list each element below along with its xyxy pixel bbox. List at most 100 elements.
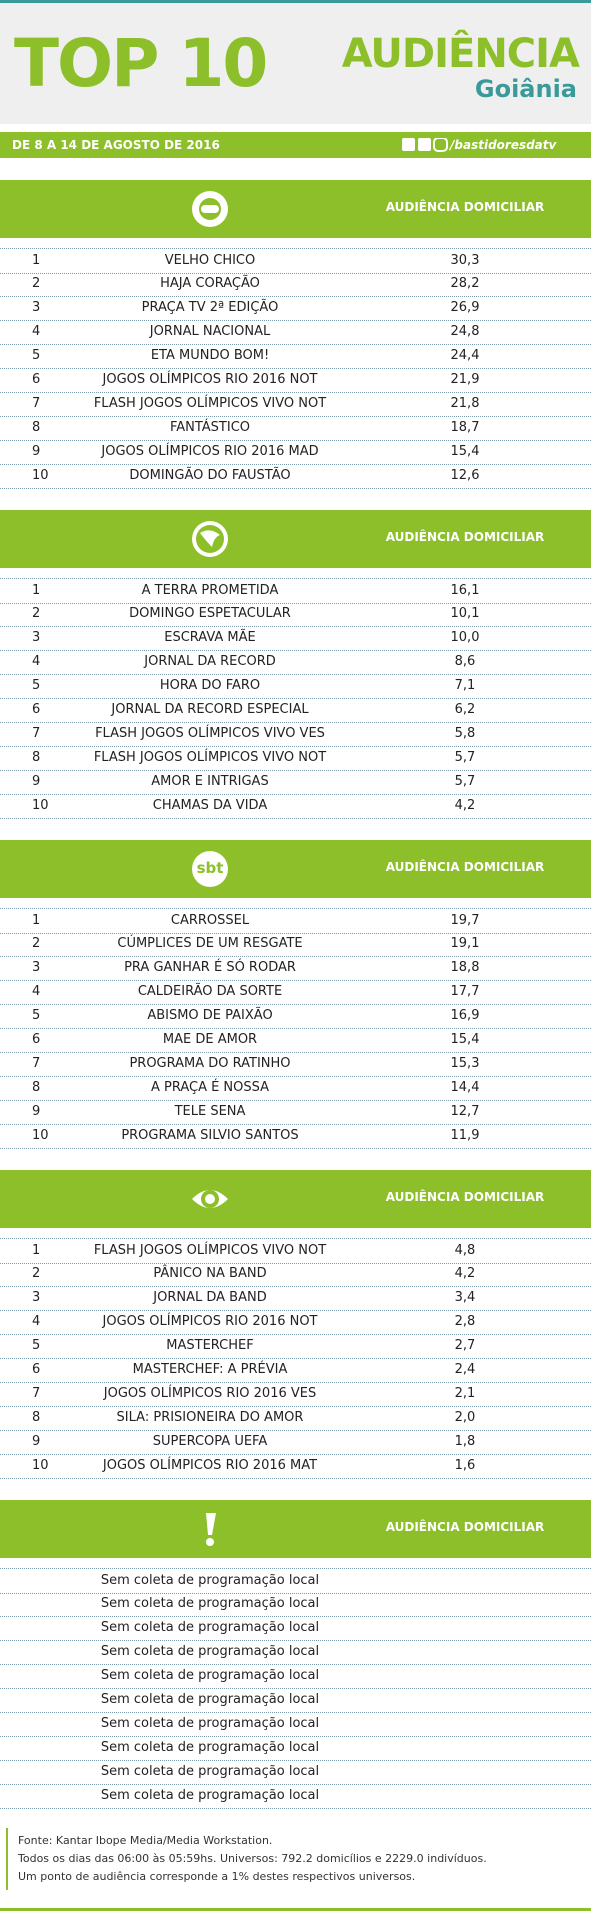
- table-row: 1 VELHO CHICO 30,3: [0, 248, 591, 274]
- rank: 3: [32, 630, 41, 645]
- program: ETA MUNDO BOM!: [150, 348, 270, 363]
- rating: 10,0: [450, 630, 480, 645]
- program: DOMINGO ESPETACULAR: [129, 606, 291, 621]
- program: JOGOS OLÍMPICOS RIO 2016 MAT: [102, 1458, 318, 1473]
- table-row: 4 JORNAL DA RECORD 8,6: [0, 650, 591, 675]
- table-row: Sem coleta de programação local: [0, 1640, 591, 1665]
- program: Sem coleta de programação local: [100, 1764, 320, 1779]
- table-row: 5 MASTERCHEF 2,7: [0, 1334, 591, 1359]
- program: CALDEIRÃO DA SORTE: [137, 984, 283, 999]
- program: MASTERCHEF: [166, 1338, 254, 1353]
- program: SILA: PRISIONEIRA DO AMOR: [116, 1410, 304, 1425]
- rank: 1: [32, 1243, 41, 1258]
- rank: 5: [32, 1008, 41, 1023]
- table-row: 4 CALDEIRÃO DA SORTE 17,7: [0, 980, 591, 1005]
- rating: 30,3: [450, 253, 480, 268]
- rating: 5,7: [454, 750, 476, 765]
- rank: 3: [32, 960, 41, 975]
- rating: 21,8: [450, 396, 480, 411]
- program: PROGRAMA SILVIO SANTOS: [121, 1128, 299, 1143]
- rank: 1: [32, 253, 41, 268]
- rank: 4: [32, 654, 41, 669]
- program: JOGOS OLÍMPICOS RIO 2016 MAD: [101, 444, 319, 459]
- rating: 4,8: [454, 1243, 476, 1258]
- channel-logo: [192, 1190, 228, 1208]
- channel-logo: [192, 191, 228, 227]
- rank: 8: [32, 750, 41, 765]
- program: Sem coleta de programação local: [100, 1668, 320, 1683]
- rank: 3: [32, 300, 41, 315]
- table-row: 9 JOGOS OLÍMPICOS RIO 2016 MAD 15,4: [0, 440, 591, 465]
- table-row: 1 CARROSSEL 19,7: [0, 908, 591, 934]
- footer-line: Fonte: Kantar Ibope Media/Media Workstat…: [18, 1834, 273, 1847]
- header: TOP 10 AUDIÊNCIA Goiânia: [0, 0, 591, 124]
- program: SUPERCOPA UEFA: [152, 1434, 268, 1449]
- rating: 5,8: [454, 726, 476, 741]
- rank: 4: [32, 1314, 41, 1329]
- rating: 11,9: [450, 1128, 480, 1143]
- rating: 18,7: [450, 420, 480, 435]
- rank: 1: [32, 913, 41, 928]
- table-row: 2 CÚMPLICES DE UM RESGATE 19,1: [0, 932, 591, 957]
- channel-logo: [192, 851, 228, 887]
- rating: 5,7: [454, 774, 476, 789]
- rank: 6: [32, 702, 41, 717]
- rank: 2: [32, 276, 41, 291]
- table-row: 3 ESCRAVA MÃE 10,0: [0, 626, 591, 651]
- table-row: 5 HORA DO FARO 7,1: [0, 674, 591, 699]
- program: Sem coleta de programação local: [100, 1620, 320, 1635]
- table-row: Sem coleta de programação local: [0, 1736, 591, 1761]
- table-row: 1 A TERRA PROMETIDA 16,1: [0, 578, 591, 604]
- program: AMOR E INTRIGAS: [151, 774, 269, 789]
- program: Sem coleta de programação local: [100, 1716, 320, 1731]
- rating: 15,4: [450, 444, 480, 459]
- program: A TERRA PROMETIDA: [141, 583, 279, 598]
- program: CÚMPLICES DE UM RESGATE: [117, 936, 303, 951]
- program: JORNAL DA BAND: [153, 1290, 267, 1305]
- rank: 9: [32, 1104, 41, 1119]
- rank: 10: [32, 798, 49, 813]
- program: PÂNICO NA BAND: [153, 1266, 267, 1281]
- program: CARROSSEL: [170, 913, 250, 928]
- footer-line: Um ponto de audiência corresponde a 1% d…: [18, 1870, 416, 1883]
- table-row: 2 DOMINGO ESPETACULAR 10,1: [0, 602, 591, 627]
- table-row: 3 JORNAL DA BAND 3,4: [0, 1286, 591, 1311]
- program: Sem coleta de programação local: [100, 1692, 320, 1707]
- table-row: 10 DOMINGÃO DO FAUSTÃO 12,6: [0, 464, 591, 489]
- program: JOGOS OLÍMPICOS RIO 2016 NOT: [102, 1314, 318, 1329]
- channel-logo: [192, 521, 228, 557]
- rank: 1: [32, 583, 41, 598]
- section-header: sbt AUDIÊNCIA DOMICILIAR: [0, 840, 591, 898]
- section-header: AUDIÊNCIA DOMICILIAR: [0, 1500, 591, 1558]
- rank: 8: [32, 1080, 41, 1095]
- rating: 4,2: [454, 798, 476, 813]
- rank: 2: [32, 606, 41, 621]
- rank: 8: [32, 420, 41, 435]
- table-row: 7 PROGRAMA DO RATINHO 15,3: [0, 1052, 591, 1077]
- table-row: 5 ETA MUNDO BOM! 24,4: [0, 344, 591, 369]
- rating: 18,8: [450, 960, 480, 975]
- section-heading: AUDIÊNCIA DOMICILIAR: [385, 200, 545, 214]
- section-heading: AUDIÊNCIA DOMICILIAR: [385, 860, 545, 874]
- date-bar: DE 8 A 14 DE AGOSTO DE 2016 /bastidoresd…: [0, 132, 591, 158]
- program: FLASH JOGOS OLÍMPICOS VIVO NOT: [93, 750, 327, 765]
- rating: 19,1: [450, 936, 480, 951]
- rating: 3,4: [454, 1290, 476, 1305]
- rank: 9: [32, 1434, 41, 1449]
- table-row: 4 JORNAL NACIONAL 24,8: [0, 320, 591, 345]
- rating: 15,3: [450, 1056, 480, 1071]
- table-row: Sem coleta de programação local: [0, 1568, 591, 1594]
- section-heading: AUDIÊNCIA DOMICILIAR: [385, 530, 545, 544]
- rank: 3: [32, 1290, 41, 1305]
- program: FANTÁSTICO: [169, 420, 251, 435]
- logo-text: sbt: [196, 859, 224, 877]
- table-row: Sem coleta de programação local: [0, 1664, 591, 1689]
- rank: 9: [32, 444, 41, 459]
- program: Sem coleta de programação local: [100, 1740, 320, 1755]
- table-row: 9 AMOR E INTRIGAS 5,7: [0, 770, 591, 795]
- table-row: 6 JOGOS OLÍMPICOS RIO 2016 NOT 21,9: [0, 368, 591, 393]
- table-row: Sem coleta de programação local: [0, 1760, 591, 1785]
- program: Sem coleta de programação local: [100, 1788, 320, 1803]
- program: FLASH JOGOS OLÍMPICOS VIVO VES: [95, 726, 325, 741]
- table-row: Sem coleta de programação local: [0, 1712, 591, 1737]
